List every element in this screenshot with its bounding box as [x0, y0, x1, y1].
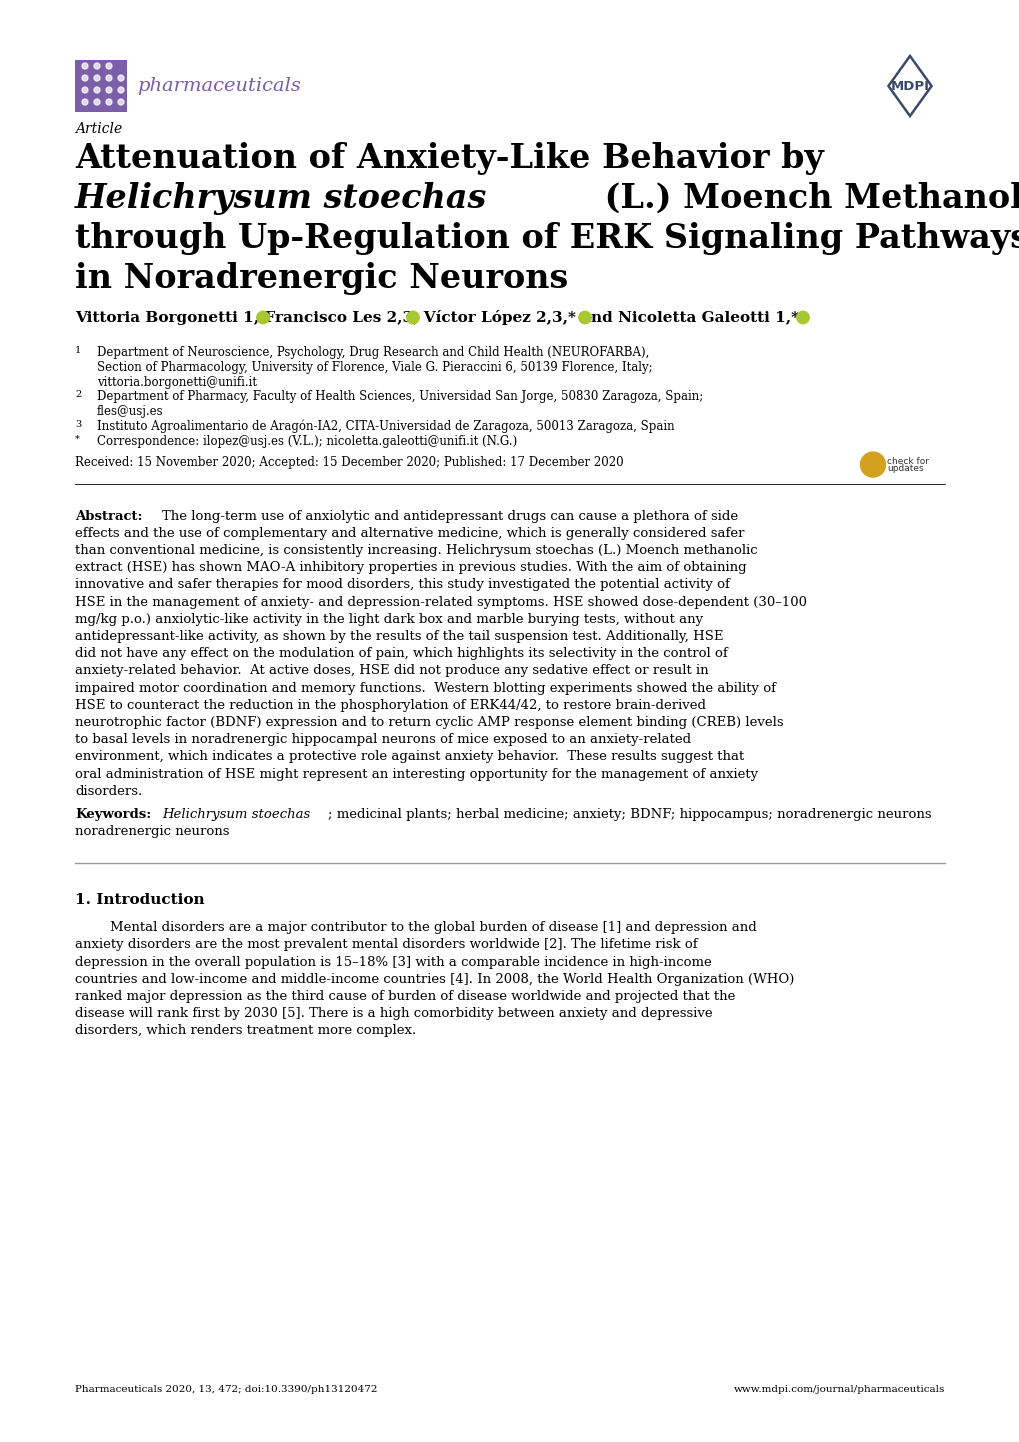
Text: mg/kg p.o.) anxiolytic-like activity in the light dark box and marble burying te: mg/kg p.o.) anxiolytic-like activity in …: [75, 613, 702, 626]
Text: than conventional medicine, is consistently increasing. Helichrysum stoechas (L.: than conventional medicine, is consisten…: [75, 544, 757, 557]
Text: 1. Introduction: 1. Introduction: [75, 893, 205, 907]
Circle shape: [94, 87, 100, 92]
Text: Instituto Agroalimentario de Aragón-IA2, CITA-Universidad de Zaragoza, 50013 Zar: Instituto Agroalimentario de Aragón-IA2,…: [97, 420, 674, 434]
Text: 1: 1: [75, 346, 82, 355]
Text: disorders, which renders treatment more complex.: disorders, which renders treatment more …: [75, 1024, 416, 1037]
Circle shape: [106, 87, 112, 92]
Circle shape: [407, 311, 419, 323]
FancyBboxPatch shape: [75, 61, 127, 112]
Text: countries and low-income and middle-income countries [4]. In 2008, the World Hea: countries and low-income and middle-inco…: [75, 973, 794, 986]
Text: iD: iD: [799, 314, 806, 320]
Text: impaired motor coordination and memory functions.  Western blotting experiments : impaired motor coordination and memory f…: [75, 682, 775, 695]
Text: disease will rank first by 2030 [5]. There is a high comorbidity between anxiety: disease will rank first by 2030 [5]. The…: [75, 1007, 712, 1019]
Text: The long-term use of anxiolytic and antidepressant drugs can cause a plethora of: The long-term use of anxiolytic and anti…: [162, 509, 738, 522]
Text: 3: 3: [75, 420, 82, 430]
Circle shape: [578, 311, 591, 323]
Text: effects and the use of complementary and alternative medicine, which is generall: effects and the use of complementary and…: [75, 526, 744, 539]
Circle shape: [82, 75, 88, 81]
Text: did not have any effect on the modulation of pain, which highlights its selectiv: did not have any effect on the modulatio…: [75, 647, 727, 660]
Circle shape: [860, 453, 884, 477]
Text: noradrenergic neurons: noradrenergic neurons: [75, 825, 229, 838]
Text: ranked major depression as the third cause of burden of disease worldwide and pr: ranked major depression as the third cau…: [75, 991, 735, 1004]
Circle shape: [94, 99, 100, 105]
Text: anxiety disorders are the most prevalent mental disorders worldwide [2]. The lif: anxiety disorders are the most prevalent…: [75, 939, 697, 952]
Text: HSE to counteract the reduction in the phosphorylation of ERK44/42, to restore b: HSE to counteract the reduction in the p…: [75, 699, 705, 712]
Circle shape: [94, 63, 100, 69]
Text: ; medicinal plants; herbal medicine; anxiety; BDNF; hippocampus; noradrenergic n: ; medicinal plants; herbal medicine; anx…: [327, 808, 930, 820]
Circle shape: [82, 99, 88, 105]
Text: iD: iD: [409, 314, 417, 320]
Text: 2: 2: [75, 391, 82, 399]
Text: innovative and safer therapies for mood disorders, this study investigated the p: innovative and safer therapies for mood …: [75, 578, 730, 591]
Text: (L.) Moench Methanolic Extract: (L.) Moench Methanolic Extract: [593, 182, 1019, 215]
Text: iD: iD: [581, 314, 588, 320]
Text: disorders.: disorders.: [75, 784, 142, 797]
Text: through Up-Regulation of ERK Signaling Pathways: through Up-Regulation of ERK Signaling P…: [75, 222, 1019, 255]
Circle shape: [118, 99, 124, 105]
Circle shape: [796, 311, 808, 323]
Text: Section of Pharmacology, University of Florence, Viale G. Pieraccini 6, 50139 Fl: Section of Pharmacology, University of F…: [97, 360, 652, 373]
Text: HSE in the management of anxiety- and depression-related symptoms. HSE showed do: HSE in the management of anxiety- and de…: [75, 596, 806, 609]
Text: *: *: [75, 435, 79, 444]
Text: extract (HSE) has shown MAO-A inhibitory properties in previous studies. With th: extract (HSE) has shown MAO-A inhibitory…: [75, 561, 746, 574]
Circle shape: [106, 99, 112, 105]
Text: neurotrophic factor (BDNF) expression and to return cyclic AMP response element : neurotrophic factor (BDNF) expression an…: [75, 717, 783, 730]
Circle shape: [106, 63, 112, 69]
Text: ✓: ✓: [864, 456, 879, 473]
Text: check for: check for: [887, 457, 928, 466]
Text: pharmaceuticals: pharmaceuticals: [137, 76, 301, 95]
Text: fles@usj.es: fles@usj.es: [97, 405, 163, 418]
Polygon shape: [888, 56, 930, 115]
Text: to basal levels in noradrenergic hippocampal neurons of mice exposed to an anxie: to basal levels in noradrenergic hippoca…: [75, 733, 691, 746]
Text: Keywords:: Keywords:: [75, 808, 151, 820]
Text: Department of Pharmacy, Faculty of Health Sciences, Universidad San Jorge, 50830: Department of Pharmacy, Faculty of Healt…: [97, 391, 702, 404]
Text: oral administration of HSE might represent an interesting opportunity for the ma: oral administration of HSE might represe…: [75, 767, 757, 780]
Text: MDPI: MDPI: [890, 79, 928, 92]
Text: vittoria.borgonetti@unifi.it: vittoria.borgonetti@unifi.it: [97, 375, 257, 388]
Text: Helichrysum stoechas: Helichrysum stoechas: [75, 182, 487, 215]
Text: Vittoria Borgonetti 1, Francisco Les 2,3, Víctor López 2,3,* and Nicoletta Galeo: Vittoria Borgonetti 1, Francisco Les 2,3…: [75, 310, 798, 324]
Text: anxiety-related behavior.  At active doses, HSE did not produce any sedative eff: anxiety-related behavior. At active dose…: [75, 665, 708, 678]
Circle shape: [94, 75, 100, 81]
Text: Attenuation of Anxiety-Like Behavior by: Attenuation of Anxiety-Like Behavior by: [75, 141, 823, 174]
Circle shape: [82, 87, 88, 92]
Text: updates: updates: [887, 464, 923, 473]
Circle shape: [118, 75, 124, 81]
Text: depression in the overall population is 15–18% [3] with a comparable incidence i: depression in the overall population is …: [75, 956, 711, 969]
Text: Abstract:: Abstract:: [75, 509, 143, 522]
Text: in Noradrenergic Neurons: in Noradrenergic Neurons: [75, 262, 568, 296]
Text: Pharmaceuticals 2020, 13, 472; doi:10.3390/ph13120472: Pharmaceuticals 2020, 13, 472; doi:10.33…: [75, 1384, 377, 1394]
Circle shape: [82, 63, 88, 69]
Text: Department of Neuroscience, Psychology, Drug Research and Child Health (NEUROFAR: Department of Neuroscience, Psychology, …: [97, 346, 649, 359]
Text: www.mdpi.com/journal/pharmaceuticals: www.mdpi.com/journal/pharmaceuticals: [733, 1384, 944, 1394]
Text: Mental disorders are a major contributor to the global burden of disease [1] and: Mental disorders are a major contributor…: [110, 921, 756, 934]
Text: Correspondence: ilopez@usj.es (V.L.); nicoletta.galeotti@unifi.it (N.G.): Correspondence: ilopez@usj.es (V.L.); ni…: [97, 435, 517, 448]
Circle shape: [106, 75, 112, 81]
Text: Received: 15 November 2020; Accepted: 15 December 2020; Published: 17 December 2: Received: 15 November 2020; Accepted: 15…: [75, 456, 623, 469]
Circle shape: [118, 87, 124, 92]
Text: antidepressant-like activity, as shown by the results of the tail suspension tes: antidepressant-like activity, as shown b…: [75, 630, 722, 643]
Text: Helichrysum stoechas: Helichrysum stoechas: [162, 808, 311, 820]
Circle shape: [257, 311, 269, 323]
Text: environment, which indicates a protective role against anxiety behavior.  These : environment, which indicates a protectiv…: [75, 750, 744, 763]
Text: iD: iD: [259, 314, 266, 320]
Text: Article: Article: [75, 123, 122, 136]
